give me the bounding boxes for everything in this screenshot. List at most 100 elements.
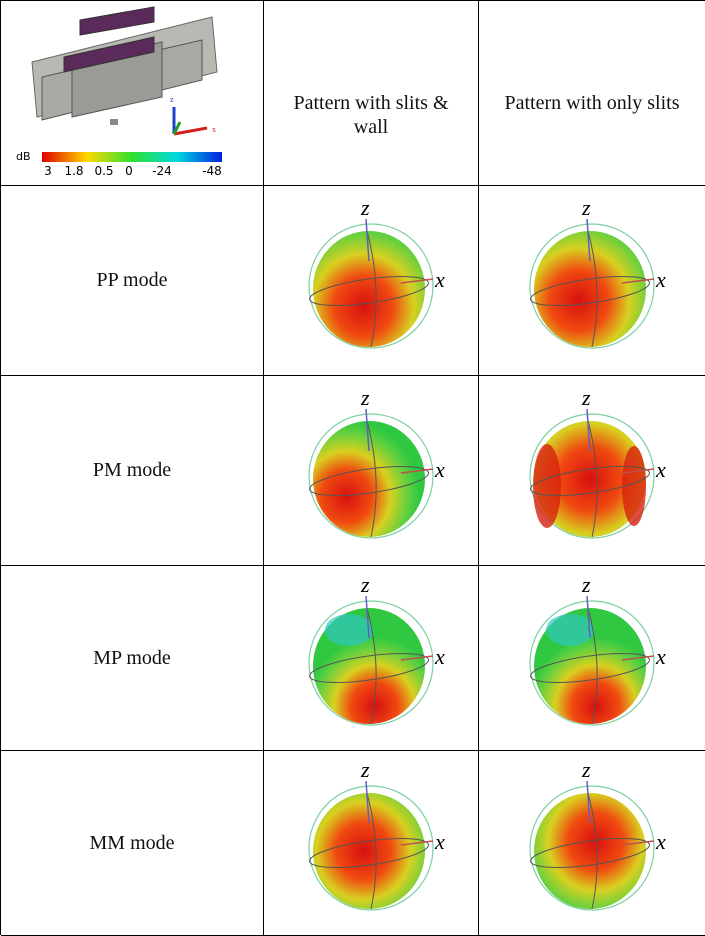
equator [530, 275, 650, 306]
meridian [366, 792, 377, 910]
z-axis [586, 780, 591, 824]
patch [79, 5, 155, 36]
equator [309, 275, 429, 306]
sphere-outline [308, 222, 434, 349]
header-cell: Pattern with slits & wall [264, 1, 479, 186]
meridian [587, 420, 598, 537]
radiation-pattern: zx [529, 385, 666, 539]
axis-label: z [360, 757, 370, 782]
header: Pattern with only slits [504, 92, 680, 114]
sphere-outline [529, 600, 655, 726]
sphere-outline [308, 412, 434, 539]
legend-tick: -48 [202, 164, 222, 178]
axis-label: x [212, 125, 216, 134]
x-axis [400, 840, 434, 846]
legend-tick: 3 [44, 164, 52, 178]
meridian [587, 607, 598, 725]
sphere [313, 793, 425, 909]
row-label-cell: MP mode [1, 566, 264, 751]
radiation-pattern: zx [529, 195, 666, 349]
meridian [587, 230, 598, 347]
sphere [534, 420, 646, 537]
sphere [534, 793, 646, 909]
equator [309, 465, 429, 496]
equator [309, 837, 429, 869]
radiation-pattern: zx [308, 385, 445, 539]
legend-tick: 0 [125, 164, 133, 178]
row-label: MM mode [89, 831, 175, 854]
axis-label: z [360, 385, 370, 410]
row-label: PP mode [96, 269, 168, 291]
lobe [546, 614, 594, 646]
row-label: MP mode [93, 646, 171, 669]
meridian [587, 792, 598, 910]
radiation-pattern: zx [529, 757, 666, 911]
z-axis [365, 595, 370, 639]
radiation-pattern: zx [529, 572, 666, 726]
axis-label: z [581, 385, 591, 410]
meridian [366, 230, 377, 347]
sphere-outline [308, 785, 434, 911]
legend-tick: 0.5 [94, 164, 113, 178]
sphere-outline [529, 785, 655, 911]
sphere-outline [529, 222, 655, 349]
lobe [622, 445, 646, 526]
row-label: PM mode [92, 459, 172, 481]
axis-arrow [173, 126, 208, 135]
z-axis [586, 408, 591, 451]
axis-label: x [655, 644, 666, 669]
axis-label: x [655, 457, 666, 482]
axis-label: x [434, 829, 445, 854]
axis-label: x [655, 267, 666, 292]
equator [530, 837, 650, 869]
axis-label: x [434, 457, 445, 482]
antenna-cell: z x dB 3 1.8 0.5 0 -24 -48 [1, 1, 264, 186]
x-axis [400, 655, 434, 661]
radiation-pattern: zx [308, 757, 445, 911]
axis-label: z [170, 95, 174, 104]
axis-label: z [581, 195, 591, 220]
z-axis [586, 218, 591, 261]
axis-label: x [434, 267, 445, 292]
x-axis [400, 467, 434, 474]
x-axis [621, 277, 655, 284]
axis-label: x [434, 644, 445, 669]
sphere-outline [529, 412, 655, 539]
axis-arrow [172, 120, 182, 135]
row-label-cell: MM mode [1, 751, 264, 936]
feed [110, 118, 118, 125]
color-bar [42, 151, 222, 162]
z-axis [586, 595, 591, 639]
header-cell: Pattern with only slits [479, 1, 705, 186]
radiation-pattern: zx [308, 572, 445, 726]
x-axis [621, 467, 655, 474]
equator [309, 652, 429, 684]
sphere [313, 230, 425, 347]
z-axis [365, 218, 370, 261]
legend-tick: 1.8 [64, 164, 83, 178]
lobe [325, 614, 373, 646]
legend-tick: -24 [152, 164, 172, 178]
axis-label: z [581, 757, 591, 782]
lobe [533, 443, 561, 528]
row-label-cell: PM mode [1, 376, 264, 566]
axis-label: z [360, 195, 370, 220]
radiation-pattern: zx [308, 195, 445, 349]
sphere-outline [308, 600, 434, 726]
sphere [313, 420, 425, 537]
axis-label: z [360, 572, 370, 597]
equator [530, 465, 650, 496]
axis-label: x [655, 829, 666, 854]
x-axis [400, 277, 434, 284]
z-axis [365, 408, 370, 451]
meridian [366, 420, 377, 537]
row-label-cell: PP mode [1, 186, 264, 376]
